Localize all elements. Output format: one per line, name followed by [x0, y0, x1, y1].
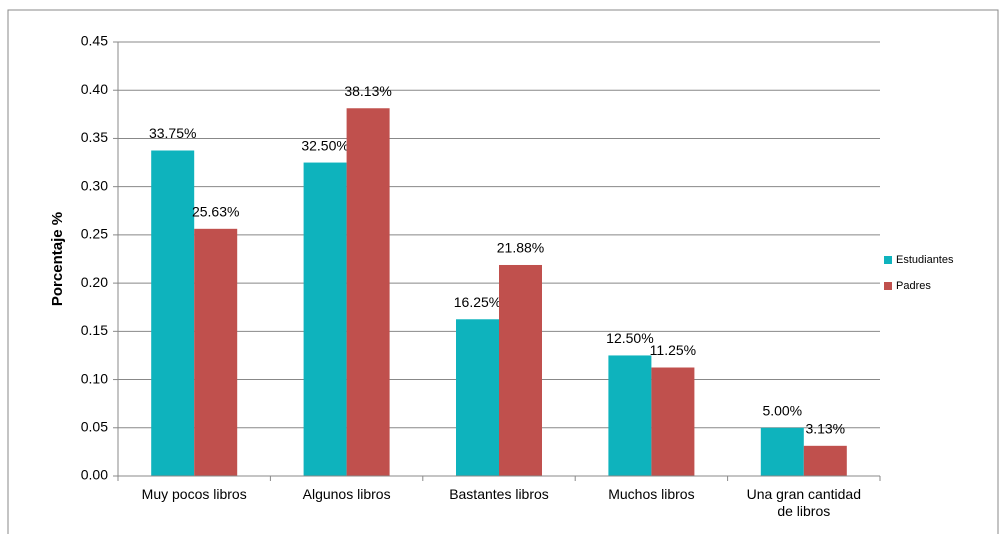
legend-label: Estudiantes [896, 254, 954, 266]
data-label: 11.25% [650, 342, 696, 358]
legend-label: Padres [896, 280, 931, 292]
bar [346, 108, 390, 477]
bar [608, 355, 652, 476]
y-tick-label: 0.45 [81, 33, 108, 49]
data-label: 5.00% [762, 402, 802, 418]
y-tick-label: 0.25 [81, 226, 108, 242]
y-tick-label: 0.40 [81, 81, 108, 97]
x-tick-label: Muy pocos libros [141, 486, 247, 502]
x-tick-label: Una gran cantidad de libros [746, 486, 861, 519]
data-label: 16.25% [454, 294, 501, 310]
data-label: 33.75% [149, 125, 196, 141]
y-tick-label: 0.35 [81, 129, 108, 145]
chart-frame [7, 9, 999, 534]
bar [151, 150, 195, 476]
y-tick-label: 0.00 [81, 467, 108, 483]
legend-swatch [884, 282, 892, 290]
bar [499, 264, 542, 476]
bar [803, 445, 847, 476]
bar [760, 427, 804, 476]
data-label: 25.63% [192, 204, 239, 220]
y-tick-label: 0.20 [81, 274, 108, 290]
data-label: 21.88% [497, 240, 544, 256]
data-label: 32.50% [301, 137, 348, 153]
bar [194, 228, 238, 476]
data-label: 12.50% [606, 330, 653, 346]
data-label: 38.13% [344, 83, 391, 99]
bar [651, 367, 695, 476]
legend-swatch [884, 256, 892, 264]
x-tick-label: Algunos libros [302, 486, 391, 502]
y-tick-label: 0.10 [81, 370, 108, 386]
y-tick-label: 0.15 [81, 322, 108, 338]
data-label: 3.13% [805, 421, 845, 437]
y-tick-label: 0.30 [81, 177, 108, 193]
bar [303, 162, 347, 477]
y-tick-label: 0.05 [81, 418, 108, 434]
bar [456, 319, 499, 476]
x-tick-label: Bastantes libros [449, 486, 549, 502]
x-tick-label: Muchos libros [608, 486, 695, 502]
y-axis-title: Porcentaje % [49, 212, 66, 306]
